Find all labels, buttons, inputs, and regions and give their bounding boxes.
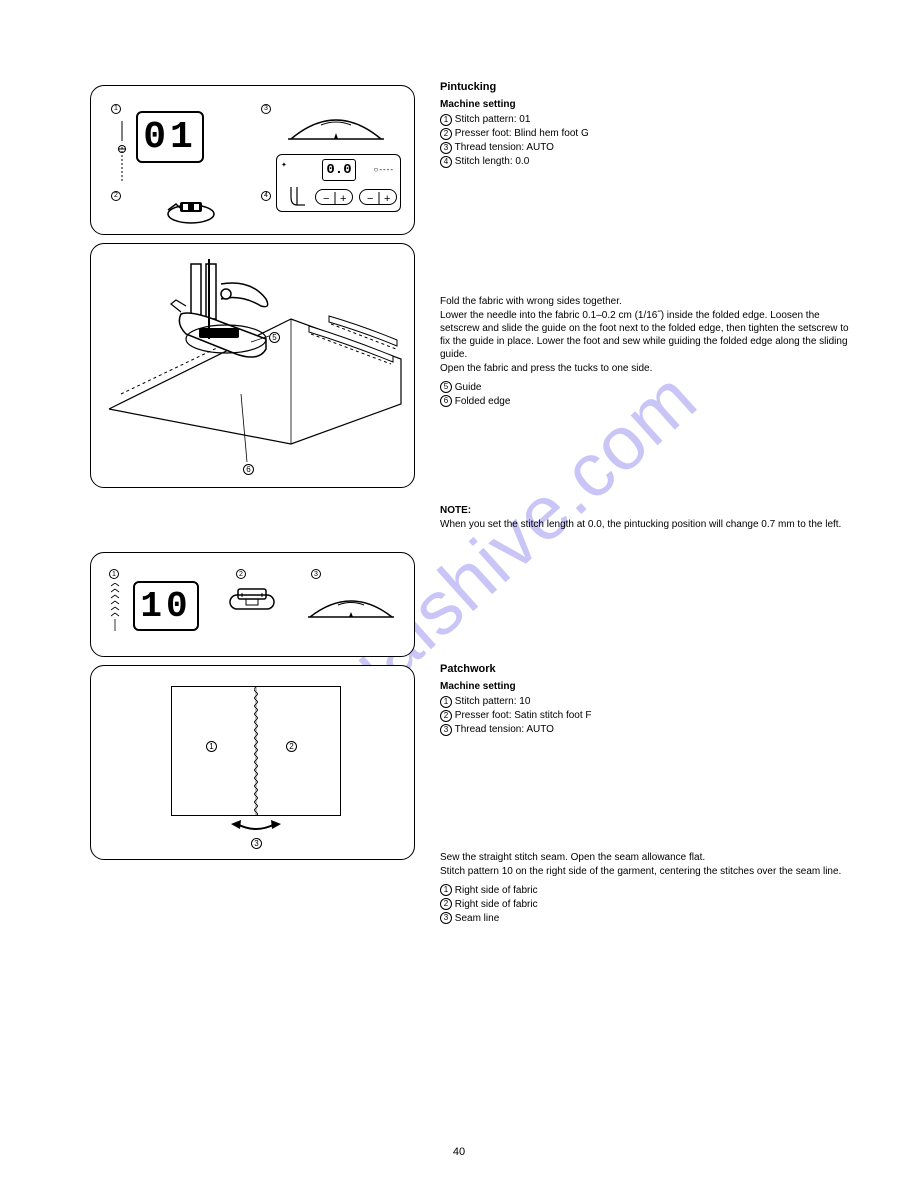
stitch-number-display: 10 [133,581,199,631]
body-text: Fold the fabric with wrong sides togethe… [440,295,860,308]
legend-text: Right side of fabric [455,899,538,910]
setting-text: Thread tension: AUTO [455,724,554,735]
settings-label: Machine setting [440,680,592,693]
circled-3: 3 [440,912,452,924]
panel-stitch-settings-10: 1 2 3 10 [90,552,415,657]
bulb-icon [283,185,309,207]
circled-2: 2 [440,128,452,140]
patchwork-body: Sew the straight stitch seam. Open the s… [440,850,841,926]
circled-2: 2 [440,898,452,910]
tension-dial-icon [306,593,396,619]
callout-2: 2 [236,569,246,579]
legend-text: Folded edge [455,396,511,407]
setting-text: Stitch length: 0.0 [455,156,530,167]
setting-text: Thread tension: AUTO [455,142,554,153]
minus-plus-button-right: −+ [359,189,397,205]
svg-text:−: − [323,193,329,205]
open-arrow-icon [231,818,281,834]
body-text: Sew the straight stitch seam. Open the s… [440,851,841,864]
stitch-dash-icon: ○---- [374,165,395,174]
presser-foot-g-icon [166,196,216,224]
callout-1: 1 [111,104,121,114]
section-title: Pintucking [440,80,589,94]
pintucking-body: Fold the fabric with wrong sides togethe… [440,294,860,409]
body-text: Lower the needle into the fabric 0.1–0.2… [440,309,860,361]
circled-6: 6 [440,395,452,407]
stitch-length-display: 0.0 [322,159,356,181]
presser-foot-f-icon [226,587,278,613]
section-title: Patchwork [440,662,592,676]
settings-label: Machine setting [440,98,589,111]
setting-text: Stitch pattern: 01 [455,114,531,125]
pintucking-illustration [91,244,416,489]
setting-text: Presser foot: Satin stitch foot F [455,710,592,721]
body-text: Stitch pattern 10 on the right side of t… [440,865,841,878]
page-root: manualshive.com 1 3 2 4 01 ✦ [0,0,918,1188]
callout-2: 2 [111,191,121,201]
callout-4: 4 [261,191,271,201]
stitch-pattern-icon [109,583,125,633]
setting-text: Stitch pattern: 10 [455,696,531,707]
left-column: 1 3 2 4 01 ✦ 0.0 ○---- [90,85,415,868]
pintucking-note: NOTE: When you set the stitch length at … [440,503,841,532]
circled-3: 3 [440,142,452,154]
minus-plus-button-left: −+ [315,189,353,205]
svg-text:+: + [340,193,346,205]
legend-text: Guide [455,382,482,393]
needle-icon [115,121,129,181]
panel-patchwork-diagram: 1 2 3 [90,665,415,860]
circled-1: 1 [440,114,452,126]
callout-6: 6 [243,464,254,475]
patchwork-header: Patchwork Machine setting 1 Stitch patte… [440,662,592,737]
circled-1: 1 [440,696,452,708]
circled-3: 3 [440,724,452,736]
zigzag-seam [254,686,258,816]
callout-3: 3 [311,569,321,579]
callout-1: 1 [109,569,119,579]
circled-5: 5 [440,381,452,393]
setting-text: Presser foot: Blind hem foot G [455,128,589,139]
legend-text: Seam line [455,913,499,924]
pintucking-header: Pintucking Machine setting 1 Stitch patt… [440,80,589,169]
legend-text: Right side of fabric [455,885,538,896]
page-number: 40 [453,1146,465,1158]
panel-pintucking-diagram: 5 6 [90,243,415,488]
svg-text:+: + [384,193,390,205]
callout-2: 2 [286,741,297,752]
panel-stitch-settings-01: 1 3 2 4 01 ✦ 0.0 ○---- [90,85,415,235]
circled-2: 2 [440,710,452,722]
callout-5: 5 [269,332,280,343]
callout-1: 1 [206,741,217,752]
tension-dial-icon [286,111,386,141]
stitch-number-display: 01 [136,111,204,163]
circled-1: 1 [440,884,452,896]
callout-3: 3 [261,104,271,114]
callout-3: 3 [251,838,262,849]
body-text: Open the fabric and press the tucks to o… [440,362,860,375]
light-rays-icon: ✦ [281,161,287,169]
note-label: NOTE: [440,505,471,516]
note-text: When you set the stitch length at 0.0, t… [440,518,841,531]
stitch-length-control: ✦ 0.0 ○---- −+ −+ [276,154,401,212]
svg-text:−: − [367,193,373,205]
circled-4: 4 [440,156,452,168]
